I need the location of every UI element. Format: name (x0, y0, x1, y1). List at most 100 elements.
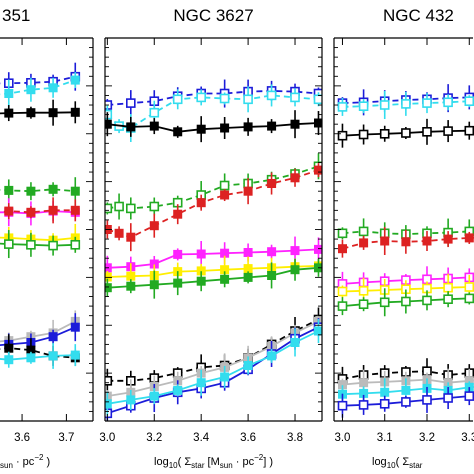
x-tick-label: 3.3 (461, 432, 474, 444)
series-7 (0, 230, 81, 259)
x-tick-label: 3.0 (99, 432, 115, 444)
data-point (443, 97, 453, 108)
data-point (220, 123, 230, 133)
series-4 (338, 226, 474, 258)
data-point (314, 118, 322, 128)
data-point (105, 375, 113, 386)
data-point (220, 190, 230, 200)
data-point (126, 203, 136, 214)
series-5 (0, 197, 80, 224)
x-tick-label: 3.4 (193, 432, 210, 444)
data-point (70, 240, 81, 250)
data-point (358, 129, 369, 140)
panel-ngc-3627: 3.0 3.2 3.4 3.6 3.8 NGC 3627 log10( Σstar [Msu… (99, 6, 323, 470)
data-point (196, 378, 206, 388)
plot-area (337, 84, 474, 418)
data-point (26, 108, 36, 118)
data-point (173, 209, 183, 219)
x-tick-label: 3.6 (240, 432, 256, 444)
data-point (337, 286, 348, 297)
series-line (107, 165, 319, 210)
data-point (114, 201, 124, 212)
x-tick-label: 3.8 (287, 432, 303, 444)
data-point (172, 94, 183, 105)
data-point (4, 206, 14, 216)
data-point (464, 125, 474, 136)
series-7 (105, 258, 322, 299)
data-point (401, 296, 411, 307)
data-point (105, 399, 112, 409)
data-point (337, 102, 348, 112)
series-line (107, 265, 319, 278)
data-point (149, 391, 159, 401)
series-line (107, 169, 319, 239)
x-tick-label: 3.6 (14, 432, 30, 444)
data-point (126, 98, 136, 108)
data-point (48, 83, 58, 93)
data-point (149, 121, 159, 131)
data-point (70, 350, 80, 360)
data-point (48, 205, 58, 215)
data-point (380, 236, 390, 246)
data-point (358, 101, 369, 111)
data-point (443, 126, 453, 136)
axes-frame (333, 37, 473, 422)
data-point (443, 282, 453, 293)
x-tick-label: 3.1 (377, 432, 393, 444)
data-point (243, 361, 253, 370)
x-axis-label: log10( Σstar [Msun · pc−2] ) (154, 453, 273, 470)
data-point (314, 244, 322, 254)
data-point (220, 372, 230, 382)
series-3 (0, 177, 80, 206)
data-point (313, 94, 322, 105)
data-point (401, 99, 411, 109)
data-point (196, 276, 206, 286)
series-1 (0, 72, 80, 108)
data-point (243, 94, 253, 105)
data-point (48, 351, 58, 361)
data-point (337, 400, 348, 411)
data-point (358, 299, 369, 310)
panel-title: NGC 3627 (173, 6, 253, 25)
data-point (70, 75, 80, 85)
x-tick-label: 3.2 (419, 432, 435, 444)
data-point (173, 278, 183, 288)
series-2 (0, 99, 80, 126)
panel-ngc-432: 3.0 3.1 3.2 3.3 NGC 432 log10( Σstar (333, 6, 474, 470)
data-point (4, 108, 14, 118)
data-point (337, 228, 348, 239)
data-point (443, 294, 453, 305)
data-point (337, 130, 348, 141)
data-point (379, 398, 390, 409)
data-point (338, 244, 347, 254)
axes-frame (104, 37, 323, 422)
series-line (107, 248, 319, 269)
panel-title: 351 (2, 6, 30, 25)
data-point (267, 351, 277, 361)
data-point (290, 265, 300, 275)
data-point (243, 122, 253, 132)
data-point (70, 205, 80, 215)
data-point (149, 280, 159, 290)
data-point (358, 226, 369, 237)
data-point (105, 283, 112, 293)
series-2 (105, 110, 322, 143)
data-point (314, 165, 322, 175)
data-point (105, 203, 113, 214)
data-point (196, 92, 206, 103)
data-point (380, 387, 390, 397)
x-tick-label: 3.0 (334, 432, 350, 444)
data-point (379, 100, 390, 110)
data-point (290, 119, 300, 129)
data-point (401, 385, 411, 395)
data-point (48, 108, 58, 118)
series-7 (337, 288, 474, 317)
panel-title: NGC 432 (383, 6, 454, 25)
data-point (422, 98, 432, 108)
data-point (126, 271, 136, 281)
series-6 (105, 255, 322, 290)
data-point (173, 249, 183, 259)
series-line (107, 330, 319, 405)
data-point (290, 338, 300, 347)
data-point (149, 201, 160, 212)
